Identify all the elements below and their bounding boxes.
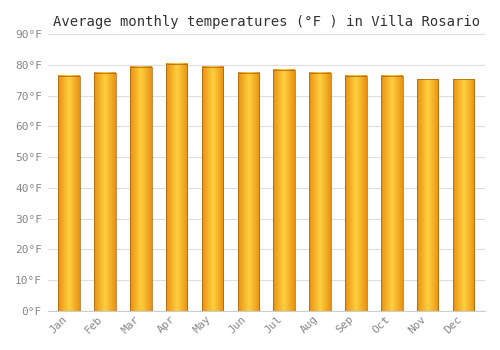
Title: Average monthly temperatures (°F ) in Villa Rosario: Average monthly temperatures (°F ) in Vi…: [52, 15, 480, 29]
Bar: [452, 79, 474, 311]
Bar: [166, 63, 188, 311]
Bar: [345, 76, 366, 311]
Bar: [417, 79, 438, 311]
Bar: [58, 76, 80, 311]
Bar: [238, 73, 259, 311]
Bar: [274, 70, 295, 311]
Bar: [130, 66, 152, 311]
Bar: [381, 76, 402, 311]
Bar: [310, 73, 331, 311]
Bar: [202, 66, 224, 311]
Bar: [94, 73, 116, 311]
